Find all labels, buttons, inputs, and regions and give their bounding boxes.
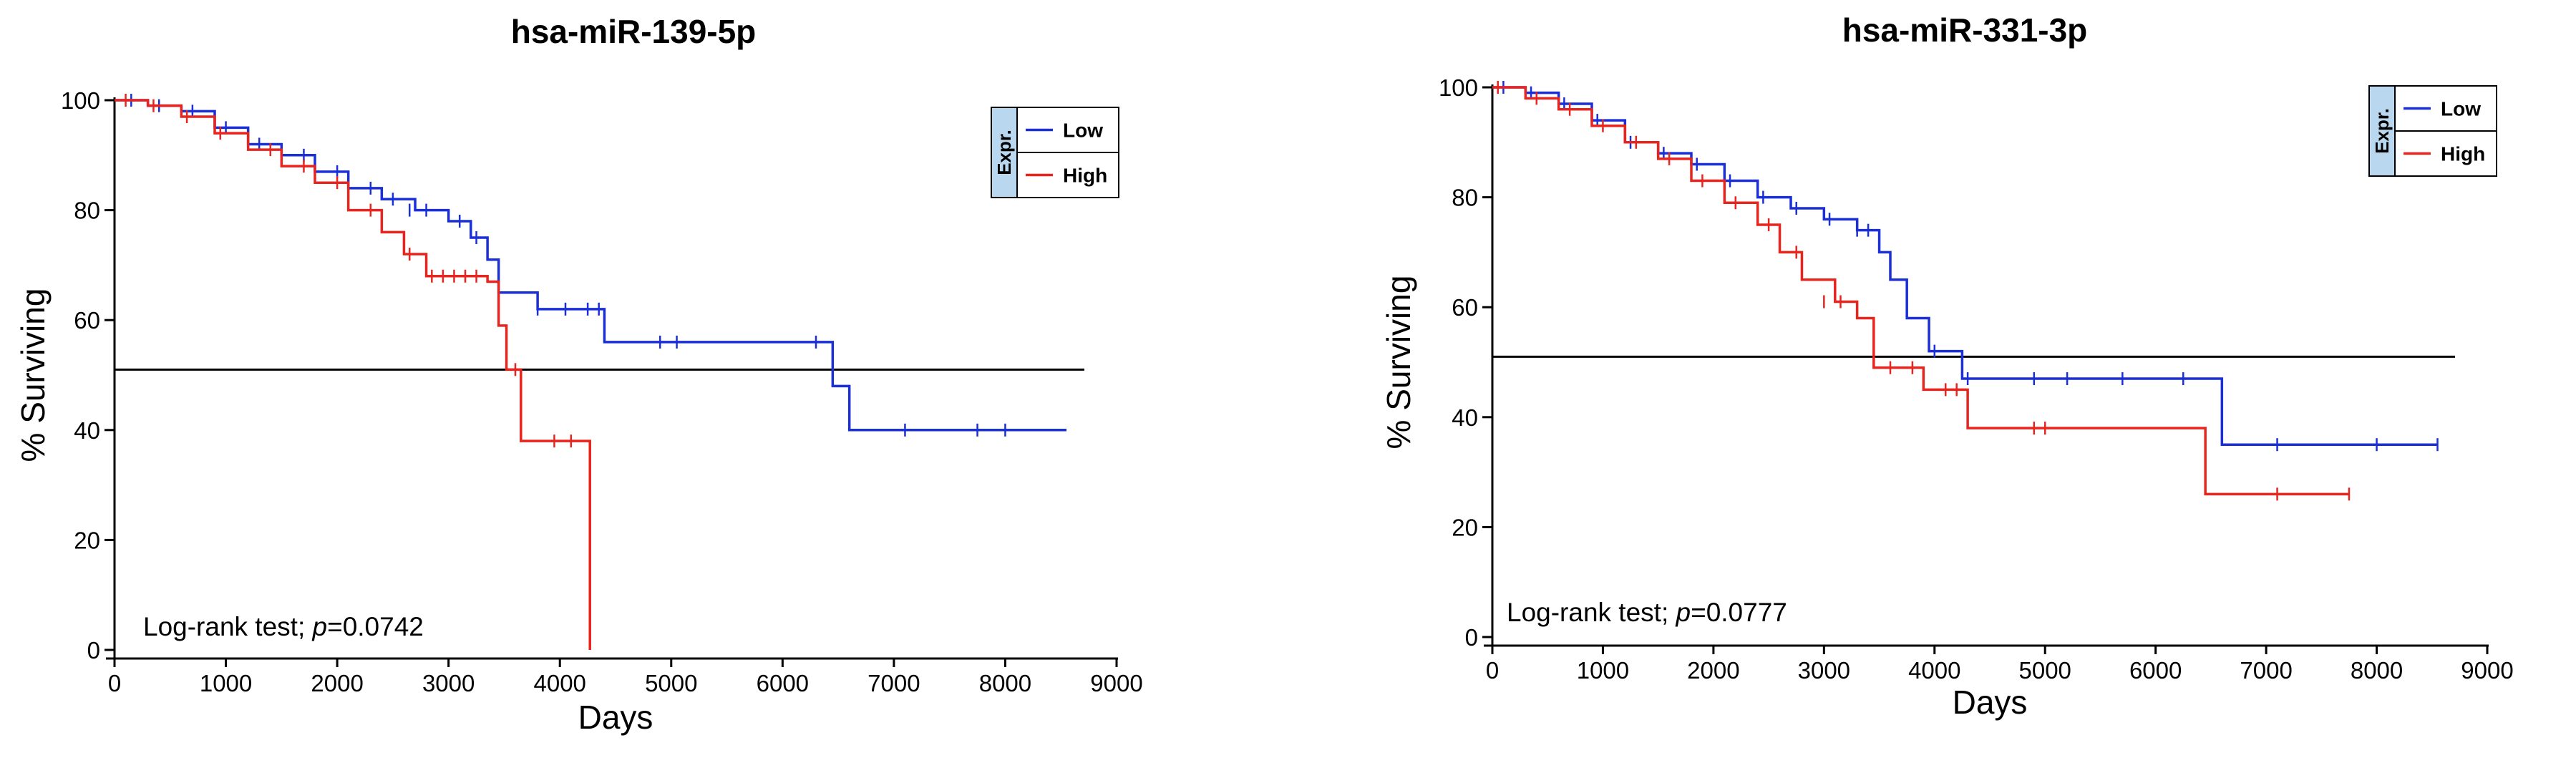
km-plot-right: hsa-miR-331-3p 0 20 40 60 80 100 0 1000 2000 3000 4…: [1288, 0, 2576, 758]
legend-label-low: Low: [2441, 98, 2481, 120]
legend-label-high: High: [1063, 165, 1107, 187]
x-tick-label: 1000: [200, 670, 252, 696]
x-tick-label: 9000: [1090, 670, 1142, 696]
legend-title: Expr.: [2371, 108, 2393, 154]
x-tick-label: 2000: [1687, 657, 1739, 684]
x-tick-label: 5000: [2019, 657, 2071, 684]
x-tick-label: 7000: [867, 670, 920, 696]
logrank-p-symbol: p: [1676, 598, 1691, 627]
x-tick-label: 4000: [1908, 657, 1960, 684]
logrank-value: =0.0742: [327, 612, 424, 641]
chart-title: hsa-miR-139-5p: [511, 13, 757, 50]
x-tick-label: 5000: [645, 670, 697, 696]
logrank-annotation: Log-rank test; p=0.0742: [143, 612, 424, 641]
x-tick-label: 2000: [311, 670, 363, 696]
x-tick-label: 9000: [2461, 657, 2513, 684]
x-axis-label: Days: [1953, 684, 2028, 721]
y-tick-label: 20: [1452, 514, 1478, 540]
x-tick-label: 6000: [757, 670, 809, 696]
x-tick-label: 3000: [1798, 657, 1850, 684]
y-axis-label: % Surviving: [1380, 276, 1417, 450]
y-axis-label: % Surviving: [14, 288, 52, 462]
x-tick-label: 8000: [979, 670, 1031, 696]
y-tick-label: 100: [1439, 74, 1478, 101]
x-tick-label: 7000: [2240, 657, 2292, 684]
x-tick-label: 8000: [2351, 657, 2403, 684]
logrank-prefix: Log-rank test;: [1507, 598, 1676, 627]
y-tick-label: 80: [74, 198, 100, 224]
x-tick-label: 0: [1486, 657, 1499, 684]
y-tick-label: 0: [1465, 624, 1478, 651]
y-tick-label: 0: [87, 637, 100, 664]
y-tick-label: 20: [74, 527, 100, 553]
legend-label-low: Low: [1063, 120, 1103, 142]
legend-header-box: [991, 107, 1018, 198]
y-tick-label: 60: [1452, 294, 1478, 321]
logrank-annotation: Log-rank test; p=0.0777: [1507, 598, 1787, 627]
legend-header-box: [2368, 85, 2396, 177]
logrank-value: =0.0777: [1691, 598, 1787, 627]
series-line-high: [1492, 86, 2349, 496]
y-tick-label: 100: [61, 87, 100, 114]
x-tick-label: 6000: [2129, 657, 2182, 684]
series-line-high: [115, 99, 591, 650]
legend-title: Expr.: [993, 130, 1015, 175]
x-axis-label: Days: [578, 699, 653, 736]
y-tick-label: 60: [74, 307, 100, 334]
series-line-low: [1492, 86, 2438, 446]
x-tick-label: 4000: [534, 670, 586, 696]
legend-label-high: High: [2441, 143, 2485, 165]
km-plot-left: hsa-miR-139-5p 0 20 40 60 80 100 0 1000 2000 3000 4…: [14, 13, 1143, 736]
y-tick-label: 80: [1452, 185, 1478, 211]
y-tick-label: 40: [1452, 404, 1478, 431]
y-tick-label: 40: [74, 417, 100, 444]
logrank-p-symbol: p: [312, 612, 328, 641]
x-tick-label: 3000: [422, 670, 475, 696]
x-tick-label: 1000: [1577, 657, 1629, 684]
logrank-prefix: Log-rank test;: [143, 612, 313, 641]
x-tick-label: 0: [108, 670, 121, 696]
chart-title: hsa-miR-331-3p: [1842, 11, 2088, 49]
